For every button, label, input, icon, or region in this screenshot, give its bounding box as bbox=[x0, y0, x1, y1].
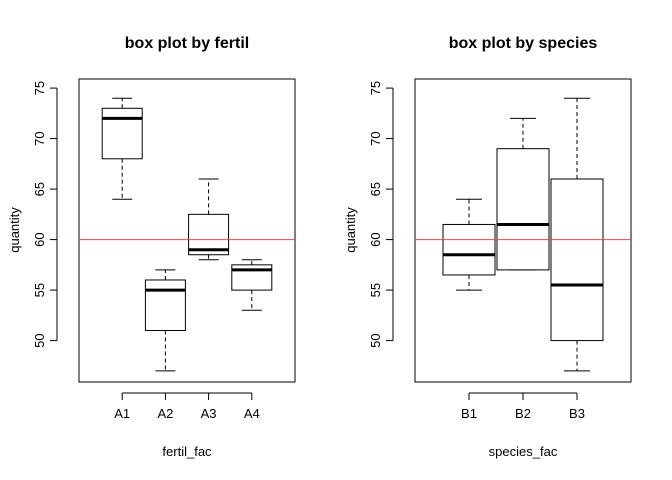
box-iqr bbox=[101, 107, 143, 160]
plot-frame bbox=[414, 78, 632, 383]
panel-species: box plot by species species_fac quantity… bbox=[343, 35, 632, 459]
y-tick-label: 55 bbox=[32, 283, 47, 297]
y-tick-label: 50 bbox=[368, 333, 383, 347]
panel-fertil: box plot by fertil fertil_fac quantity 5… bbox=[7, 35, 296, 459]
box-a4 bbox=[231, 259, 273, 311]
box-a1 bbox=[101, 97, 143, 200]
x-axis: B1 B2 B3 bbox=[461, 392, 585, 421]
x-tick-label: B1 bbox=[461, 406, 477, 421]
x-tick-label: A4 bbox=[244, 406, 260, 421]
box-iqr bbox=[496, 148, 550, 271]
box-iqr bbox=[550, 178, 604, 342]
y-axis-label: quantity bbox=[7, 207, 22, 253]
x-tick-label: A1 bbox=[114, 406, 130, 421]
x-axis-label: fertil_fac bbox=[162, 444, 212, 459]
y-axis: 50 55 60 65 70 75 bbox=[32, 81, 58, 348]
y-tick-label: 50 bbox=[32, 333, 47, 347]
plot-frame bbox=[78, 78, 296, 383]
y-tick-label: 75 bbox=[368, 81, 383, 95]
x-axis: A1 A2 A3 A4 bbox=[114, 392, 260, 421]
box-iqr bbox=[442, 223, 496, 276]
box-iqr bbox=[188, 213, 230, 256]
x-axis-label: species_fac bbox=[489, 444, 558, 459]
y-axis: 50 55 60 65 70 75 bbox=[368, 81, 394, 348]
x-tick-label: B2 bbox=[515, 406, 531, 421]
box-a2 bbox=[144, 269, 186, 372]
box-a3 bbox=[188, 178, 230, 261]
box-iqr bbox=[144, 279, 186, 331]
chart-title: box plot by fertil bbox=[125, 35, 249, 52]
y-tick-label: 70 bbox=[368, 131, 383, 145]
chart-title: box plot by species bbox=[449, 35, 598, 52]
y-tick-label: 60 bbox=[368, 232, 383, 246]
y-tick-label: 65 bbox=[32, 182, 47, 196]
x-tick-label: A3 bbox=[201, 406, 217, 421]
y-tick-label: 70 bbox=[32, 131, 47, 145]
box-b2 bbox=[496, 117, 550, 271]
y-tick-label: 55 bbox=[368, 283, 383, 297]
y-tick-label: 60 bbox=[32, 232, 47, 246]
y-tick-label: 65 bbox=[368, 182, 383, 196]
box-b1 bbox=[442, 198, 496, 291]
x-tick-label: A2 bbox=[157, 406, 173, 421]
box-b3 bbox=[550, 97, 604, 372]
y-tick-label: 75 bbox=[32, 81, 47, 95]
y-axis-label: quantity bbox=[343, 207, 358, 253]
x-tick-label: B3 bbox=[569, 406, 585, 421]
